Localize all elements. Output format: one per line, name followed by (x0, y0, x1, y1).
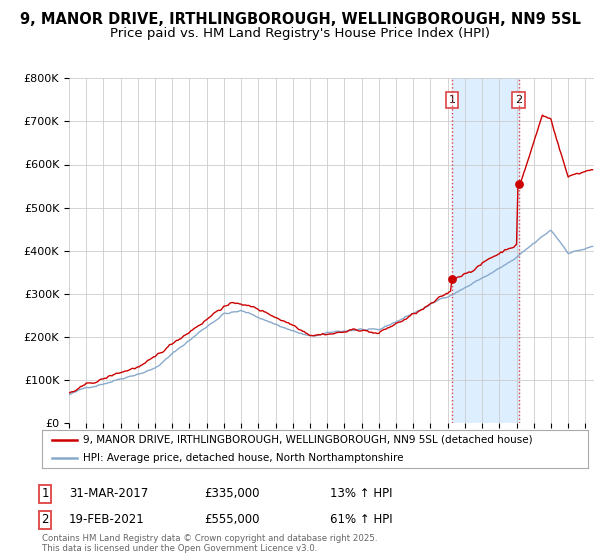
Text: £555,000: £555,000 (204, 513, 260, 526)
Text: £335,000: £335,000 (204, 487, 260, 501)
Text: Contains HM Land Registry data © Crown copyright and database right 2025.
This d: Contains HM Land Registry data © Crown c… (42, 534, 377, 553)
Text: 2: 2 (515, 95, 522, 105)
Text: 9, MANOR DRIVE, IRTHLINGBOROUGH, WELLINGBOROUGH, NN9 5SL (detached house): 9, MANOR DRIVE, IRTHLINGBOROUGH, WELLING… (83, 435, 533, 445)
Text: 13% ↑ HPI: 13% ↑ HPI (330, 487, 392, 501)
Bar (452, 78, 518, 423)
Text: 1: 1 (41, 487, 49, 501)
Text: Price paid vs. HM Land Registry's House Price Index (HPI): Price paid vs. HM Land Registry's House … (110, 27, 490, 40)
Text: 2: 2 (41, 513, 49, 526)
Point (447, 274, 457, 283)
Text: 61% ↑ HPI: 61% ↑ HPI (330, 513, 392, 526)
Text: 9, MANOR DRIVE, IRTHLINGBOROUGH, WELLINGBOROUGH, NN9 5SL: 9, MANOR DRIVE, IRTHLINGBOROUGH, WELLING… (19, 12, 581, 27)
Text: 19-FEB-2021: 19-FEB-2021 (69, 513, 145, 526)
Point (514, 179, 523, 188)
Text: 1: 1 (448, 95, 455, 105)
Text: 31-MAR-2017: 31-MAR-2017 (69, 487, 148, 501)
Text: HPI: Average price, detached house, North Northamptonshire: HPI: Average price, detached house, Nort… (83, 453, 403, 463)
